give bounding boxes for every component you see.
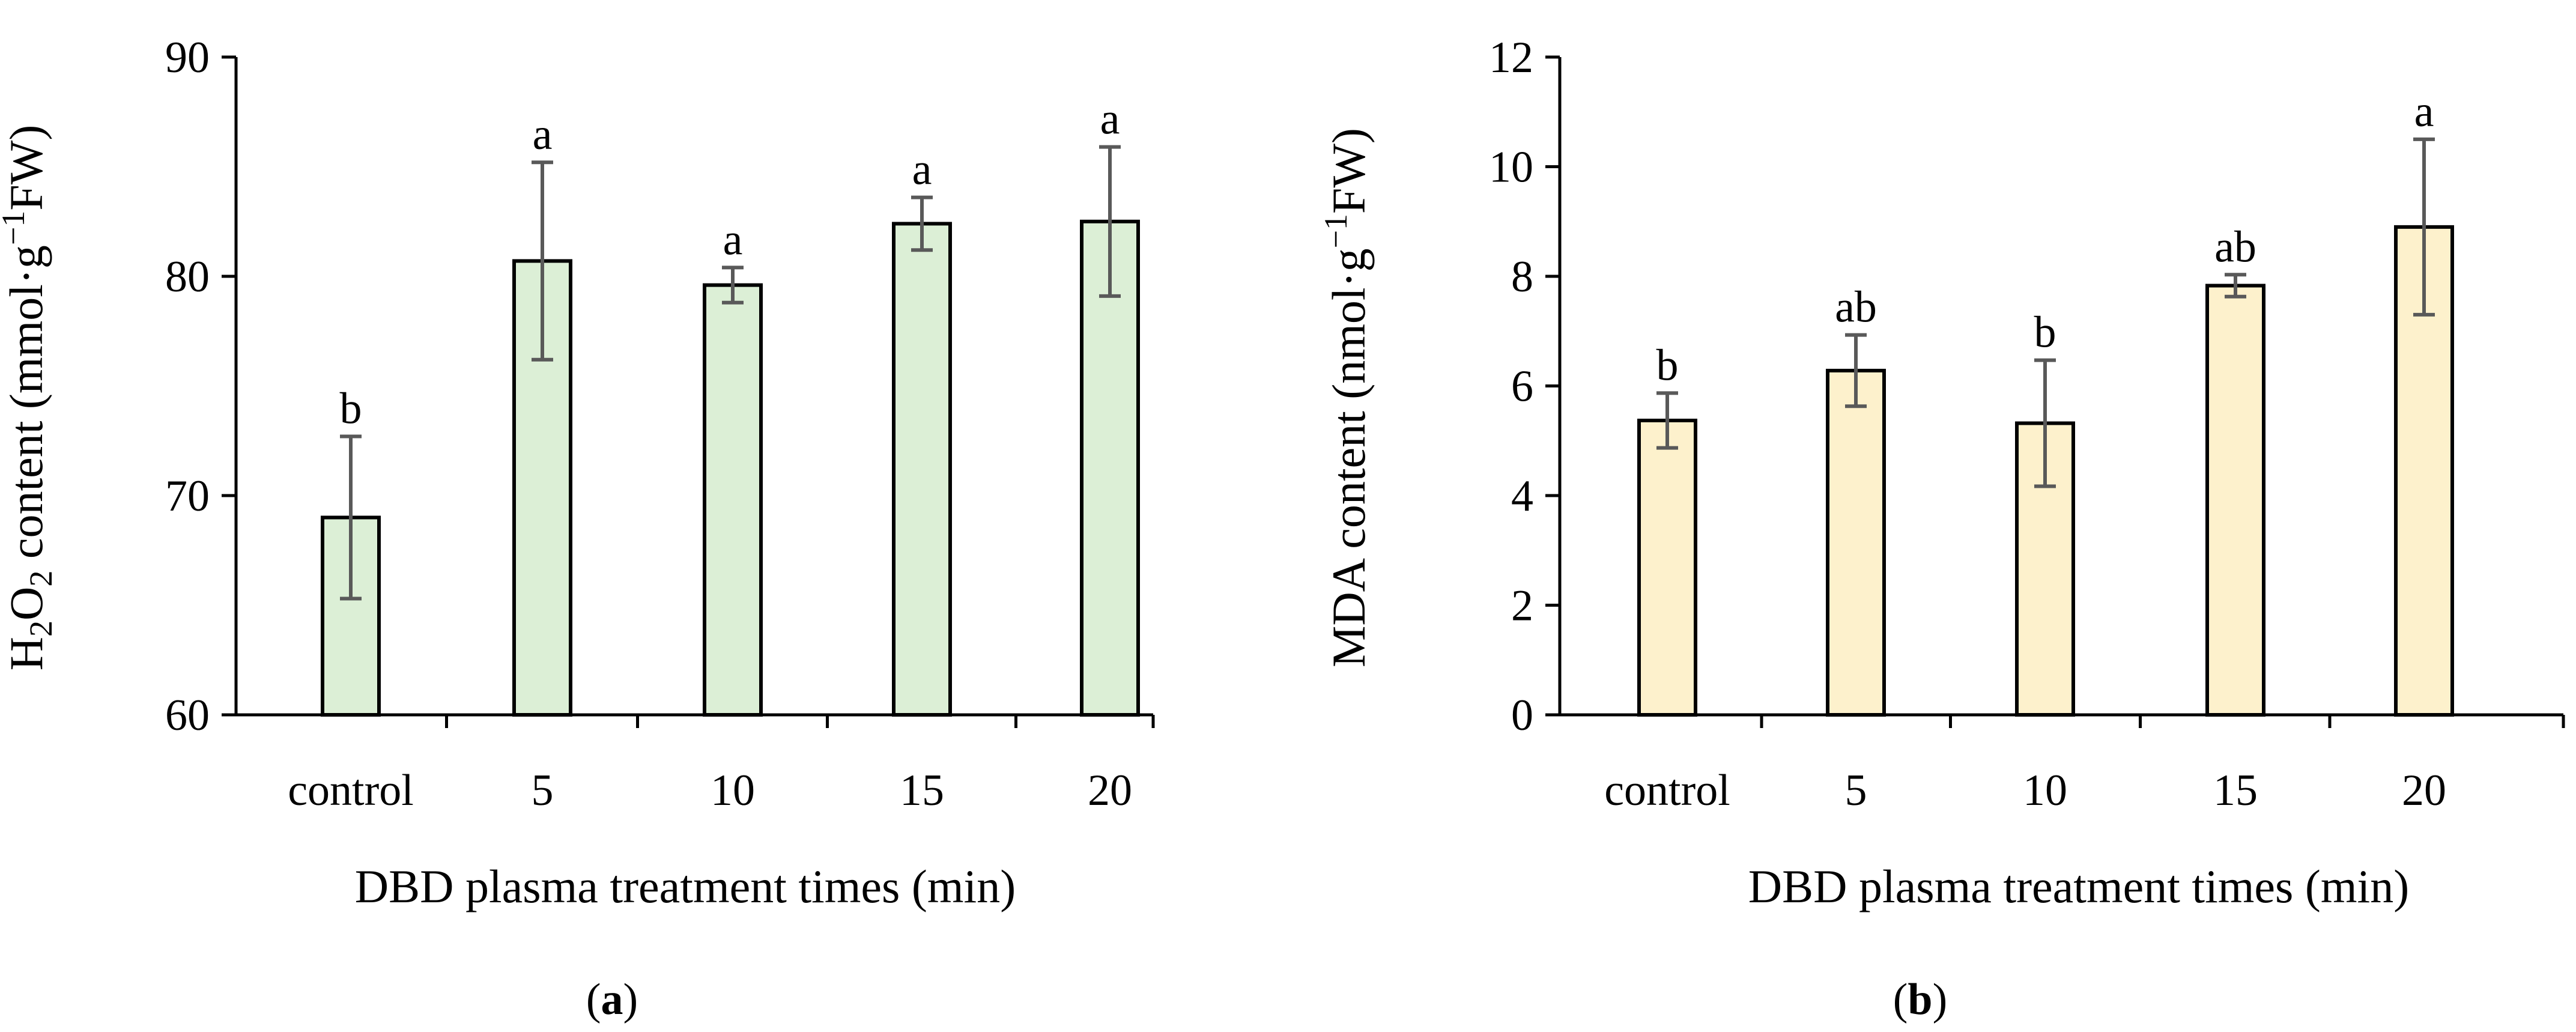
x-axis-title-a: DBD plasma treatment times (min) [355,860,1016,912]
x-tick-labels-b: control 5 10 15 20 [1604,766,2446,815]
x-tick-labels-a: control 5 10 15 20 [288,766,1132,815]
x-tick-label-a-20: 20 [1088,766,1132,815]
y-tick-label-b-6: 6 [1511,362,1533,411]
significance-label-b-10: b [2034,308,2056,357]
y-axis-title-b: MDA content (nmol·g−1FW) [1318,128,1375,667]
bar-b-15 [2205,284,2265,717]
x-axis-title-b: DBD plasma treatment times (min) [1748,860,2409,912]
error-bar-b-control [1656,391,1678,450]
y-tick-labels-b: 0 2 4 6 8 10 12 [1489,33,1533,740]
bar-a-10 [703,283,763,717]
axes-b [1545,55,2565,728]
y-tick-label-b-12: 12 [1489,33,1533,82]
bar-b-5 [1826,368,1886,717]
y-tick-label-b-8: 8 [1511,252,1533,302]
x-tick-label-b-20: 20 [2402,766,2446,815]
error-bar-a-10 [722,266,744,305]
error-bar-b-15 [2225,273,2246,299]
x-tick-label-b-control: control [1604,766,1730,815]
significance-label-b-20: a [2414,87,2434,136]
x-tick-label-b-5: 5 [1845,766,1867,815]
error-bar-a-15 [911,195,933,252]
significance-label-b-5: ab [1835,283,1877,332]
error-bar-b-5 [1845,333,1867,408]
error-bars-b [1656,137,2435,488]
significance-labels-b: b ab b ab a [1656,87,2434,390]
bars-a [321,219,1140,717]
chart-panel-a: b a a a a 60 70 80 90 control 5 10 15 20 H2O2 conte… [0,33,1155,1024]
x-tick-label-a-control: control [288,766,414,815]
error-bar-a-control [340,434,362,601]
axes-a [222,55,1155,728]
significance-labels-a: b a a a a [340,95,1120,434]
chart-panel-b: b ab b ab a 0 2 4 6 8 10 12 control 5 10 15 20 MDA con… [1318,33,2565,1024]
bar-a-15 [892,222,952,717]
x-tick-label-b-15: 15 [2213,766,2258,815]
significance-label-a-15: a [912,145,932,195]
significance-label-b-control: b [1656,341,1679,390]
y-tick-label-a-90: 90 [165,33,210,82]
y-tick-label-b-2: 2 [1511,581,1533,631]
y-tick-label-a-60: 60 [165,691,210,740]
x-tick-label-b-10: 10 [2023,766,2067,815]
error-bars-a [340,145,1121,601]
significance-label-a-control: b [340,384,362,433]
error-bar-b-10 [2034,358,2056,488]
y-tick-label-a-80: 80 [165,252,210,302]
error-bar-a-20 [1099,145,1121,298]
y-tick-label-b-0: 0 [1511,691,1533,740]
panel-label-a: (a) [586,975,638,1024]
significance-label-a-5: a [533,110,553,159]
significance-label-a-10: a [723,215,743,264]
y-tick-label-a-70: 70 [165,472,210,521]
error-bar-b-20 [2413,137,2435,317]
significance-label-b-15: ab [2214,222,2256,272]
panel-label-b: (b) [1893,975,1947,1024]
x-tick-label-a-15: 15 [900,766,944,815]
y-tick-labels-a: 60 70 80 90 [165,33,210,740]
y-tick-label-b-10: 10 [1489,143,1533,192]
bar-b-control [1637,418,1697,717]
x-tick-label-a-5: 5 [532,766,554,815]
y-axis-title-a: H2O2 content (mmol·g−1FW) [0,125,59,671]
y-tick-label-b-4: 4 [1511,472,1533,521]
error-bar-a-5 [532,160,553,362]
significance-label-a-20: a [1100,95,1120,144]
x-tick-label-a-10: 10 [711,766,755,815]
